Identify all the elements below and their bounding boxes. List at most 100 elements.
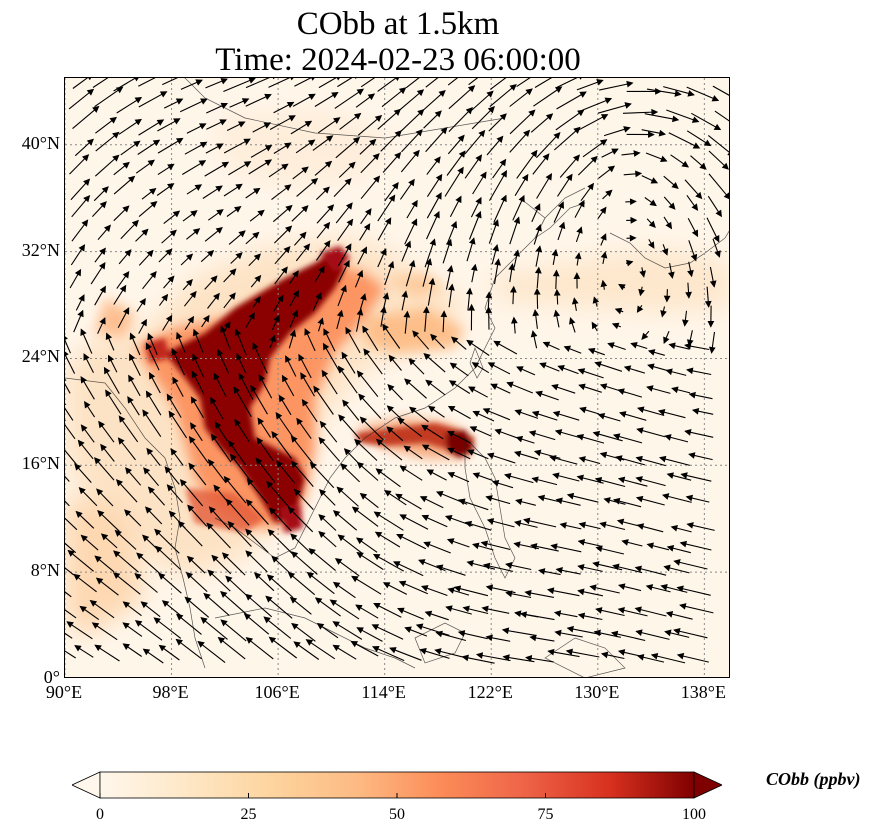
wind-vector-head xyxy=(245,637,254,644)
wind-vector-head xyxy=(81,154,90,162)
wind-vector-head xyxy=(124,509,132,517)
wind-vector-head xyxy=(348,161,356,169)
colorbar-label: CObb (ppbv) xyxy=(766,769,861,789)
wind-vector-head xyxy=(150,201,158,208)
wind-vector-head xyxy=(727,152,729,156)
wind-vector-head xyxy=(95,577,104,585)
wind-vector-head xyxy=(292,289,299,298)
wind-vector-head xyxy=(688,391,696,399)
wind-vector-head xyxy=(523,517,531,525)
wind-vector-head xyxy=(612,433,621,440)
wind-vector-head xyxy=(629,234,637,242)
wind-vector-head xyxy=(565,173,573,182)
wind-vector-head xyxy=(419,647,427,655)
wind-vector-head xyxy=(290,533,298,541)
wind-vector-head xyxy=(559,522,567,529)
wind-vector-head xyxy=(387,260,395,269)
wind-vector-head xyxy=(375,438,384,446)
wind-vector-head xyxy=(263,122,272,129)
wind-vector-head xyxy=(333,117,341,124)
colorbar-tick-label: 50 xyxy=(389,806,405,823)
wind-vector-head xyxy=(363,223,371,231)
wind-vector-head xyxy=(306,571,315,579)
wind-vector-head xyxy=(435,630,443,638)
wind-vector-head xyxy=(301,205,309,213)
wind-vector xyxy=(288,507,314,533)
wind-vector-head xyxy=(447,447,455,454)
wind-vector-head xyxy=(129,332,136,341)
wind-vector-head xyxy=(235,183,243,191)
wind-vector-head xyxy=(530,330,538,338)
wind-vector-head xyxy=(468,237,476,245)
wind-vector-head xyxy=(80,328,87,336)
wind-vector-head xyxy=(578,199,585,208)
wind-vector-head xyxy=(613,497,621,505)
wind-vector-head xyxy=(383,490,392,497)
wind-vector-head xyxy=(457,166,464,175)
wind-vector xyxy=(138,78,156,87)
wind-vector xyxy=(113,572,141,595)
wind-vector xyxy=(65,632,73,639)
wind-vector-head xyxy=(415,129,423,137)
wind-vector-head xyxy=(599,206,607,215)
wind-vector-head xyxy=(695,191,703,200)
wind-vector-head xyxy=(256,437,264,445)
wind-vector-head xyxy=(127,396,134,404)
wind-vector xyxy=(72,106,99,130)
wind-vector-head xyxy=(647,349,656,356)
wind-vector-head xyxy=(285,204,293,212)
wind-vector-head xyxy=(664,629,672,637)
wind-vector-head xyxy=(589,584,597,591)
wind-vector xyxy=(534,78,553,88)
wind-vector-head xyxy=(624,102,632,109)
wind-vector-head xyxy=(592,296,600,304)
wind-vector xyxy=(372,646,405,662)
wind-vector xyxy=(263,616,292,639)
wind-vector-head xyxy=(197,640,205,648)
wind-vector xyxy=(454,586,489,597)
wind-vector-head xyxy=(532,309,540,317)
wind-vector-head xyxy=(637,406,645,414)
wind-vector-head xyxy=(298,353,305,362)
wind-vector-head xyxy=(440,310,448,318)
wind-vector xyxy=(265,595,293,619)
wind-vector xyxy=(330,599,360,620)
wind-vector-head xyxy=(98,420,105,429)
wind-vector-head xyxy=(611,322,620,330)
wind-vector xyxy=(178,521,203,547)
wind-vector-head xyxy=(254,274,262,283)
wind-vector-head xyxy=(447,431,455,438)
wind-vector-head xyxy=(83,194,91,203)
wind-vector-head xyxy=(155,545,163,553)
wind-vector-head xyxy=(672,115,680,123)
wind-vector-head xyxy=(668,271,675,279)
wind-vector-head xyxy=(386,405,395,413)
wind-vector xyxy=(65,650,76,659)
wind-vector xyxy=(516,150,538,179)
wind-vector-head xyxy=(660,583,668,591)
wind-vector-head xyxy=(534,266,542,274)
wind-vector-head xyxy=(169,229,177,237)
wind-vector-head xyxy=(73,573,81,581)
wind-vector xyxy=(268,529,293,555)
wind-vector-head xyxy=(691,229,699,238)
wind-vector-head xyxy=(93,457,102,465)
wind-vector xyxy=(94,86,123,108)
wind-vector-head xyxy=(318,530,326,539)
wind-vector-head xyxy=(557,365,565,372)
wind-vector-head xyxy=(213,372,220,381)
wind-vector xyxy=(360,78,376,88)
wind-vector xyxy=(334,88,364,109)
wind-vector-head xyxy=(99,285,106,294)
wind-vector-head xyxy=(215,185,223,193)
wind-vector-head xyxy=(551,248,559,257)
wind-vector-head xyxy=(65,351,69,357)
wind-vector-head xyxy=(284,225,293,233)
wind-vector-head xyxy=(577,539,586,546)
wind-vector-head xyxy=(448,283,455,291)
wind-vector-head xyxy=(287,572,296,579)
wind-vector-head xyxy=(607,165,616,173)
wind-vector-head xyxy=(475,210,482,219)
wind-vector-head xyxy=(308,548,316,556)
wind-vector-head xyxy=(112,131,120,139)
